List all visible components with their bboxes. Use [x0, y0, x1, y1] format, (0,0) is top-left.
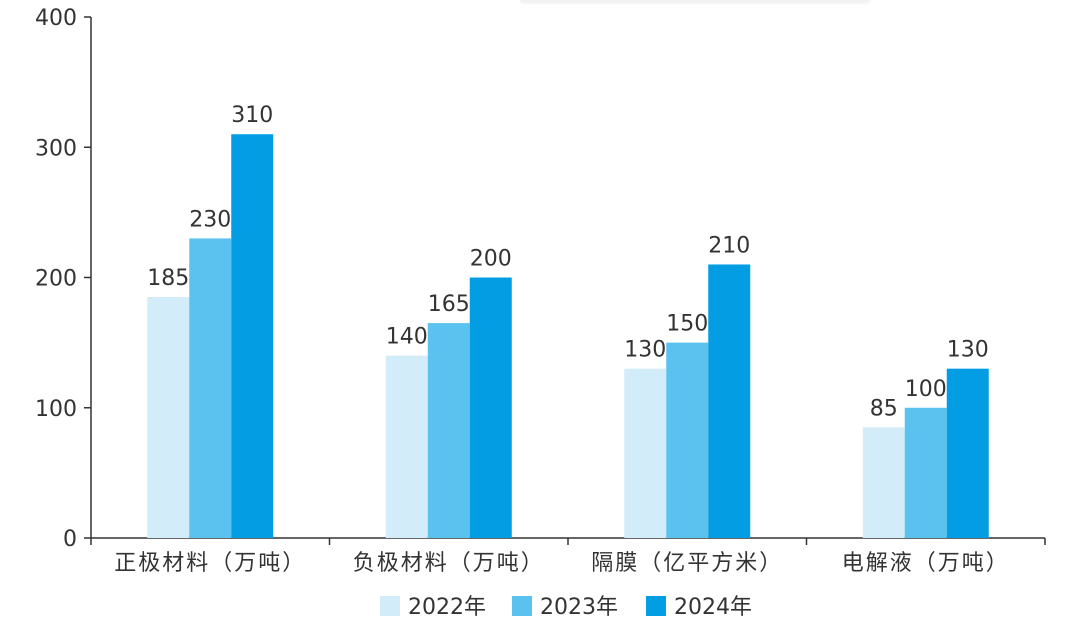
bar [469, 277, 512, 538]
data-label: 140 [386, 325, 428, 350]
legend-label: 2023年 [540, 595, 618, 620]
bar [708, 264, 751, 538]
data-label: 165 [428, 292, 470, 317]
data-label: 200 [470, 247, 512, 272]
legend-label: 2022年 [408, 595, 486, 620]
legend: 2022年 2023年 2024年 [380, 595, 752, 620]
y-tick-label: 300 [35, 136, 77, 161]
legend-swatch [646, 596, 666, 616]
bar [385, 355, 428, 538]
legend-swatch [380, 596, 400, 616]
x-axis: 正极材料（万吨） 负极材料（万吨） 隔膜（亿平方米） 电解液（万吨） [90, 537, 1046, 576]
bar [624, 368, 667, 538]
y-tick-label: 400 [35, 6, 77, 31]
x-category-label: 正极材料（万吨） [114, 551, 306, 576]
legend-label: 2024年 [674, 595, 752, 620]
data-label: 100 [905, 377, 947, 402]
data-label: 130 [947, 338, 989, 363]
bar [189, 238, 232, 539]
bar [946, 368, 989, 538]
bar [427, 323, 470, 538]
legend-swatch [512, 596, 532, 616]
x-category-label: 负极材料（万吨） [353, 551, 545, 576]
bar [147, 297, 190, 538]
x-category-label: 隔膜（亿平方米） [591, 551, 783, 576]
bars [147, 134, 989, 539]
data-label: 130 [624, 338, 666, 363]
x-category-label: 电解液（万吨） [842, 551, 1010, 576]
data-label: 85 [870, 396, 898, 421]
data-label: 230 [189, 207, 231, 232]
y-tick-label: 100 [35, 397, 77, 422]
top-scroll-hint [520, 0, 870, 2]
data-label: 185 [147, 266, 189, 291]
bar [904, 407, 947, 538]
bar [666, 342, 709, 538]
bar [231, 134, 274, 538]
y-axis: 0 100 200 300 400 [35, 6, 92, 552]
data-label: 150 [666, 312, 708, 337]
bar [862, 427, 905, 538]
y-tick-label: 200 [35, 267, 77, 292]
data-label: 310 [231, 103, 273, 128]
y-tick-label: 0 [63, 527, 77, 552]
data-label: 210 [708, 233, 750, 258]
